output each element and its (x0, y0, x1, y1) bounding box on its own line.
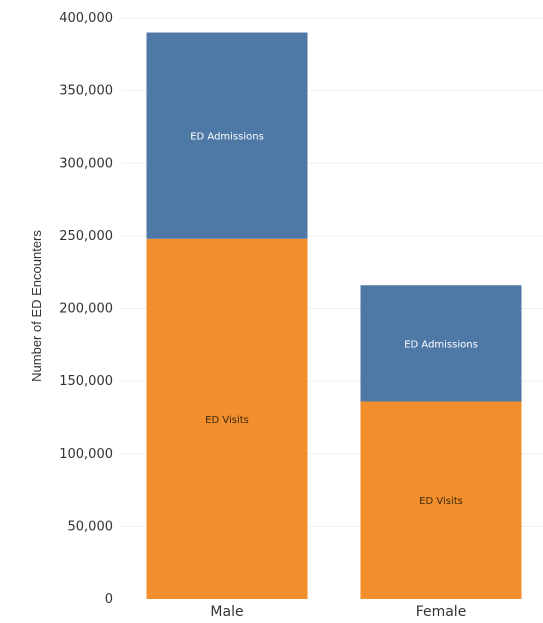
y-tick-label: 150,000 (59, 374, 113, 389)
x-tick-label: Male (210, 604, 243, 620)
bar-segment (360, 401, 522, 599)
y-tick-label: 300,000 (59, 156, 113, 171)
y-axis-title: Number of ED Encounters (29, 230, 44, 382)
bar-segment (360, 285, 522, 402)
y-tick-label: 0 (105, 592, 113, 607)
segment-label: ED Admissions (190, 132, 264, 143)
y-axis-ticks: 0 50,000 100,000 150,000 200,000 250,000 300,0… (59, 11, 113, 607)
y-tick-label: 200,000 (59, 302, 113, 317)
segment-labels: ED Visits ED Admissions ED Visits ED Admiss… (190, 132, 478, 508)
y-tick-label: 350,000 (59, 84, 113, 99)
y-tick-label: 50,000 (68, 519, 114, 534)
x-tick-label: Female (416, 604, 467, 620)
y-tick-label: 100,000 (59, 447, 113, 462)
segment-label: ED Admissions (404, 339, 478, 350)
bar-segment (146, 238, 308, 599)
bar-segment (146, 32, 308, 239)
y-tick-label: 400,000 (59, 11, 113, 26)
segment-label: ED Visits (419, 496, 463, 507)
segment-label: ED Visits (205, 415, 249, 426)
y-tick-label: 250,000 (59, 229, 113, 244)
x-axis-ticks: Male Female (210, 604, 466, 620)
bars (146, 32, 522, 599)
